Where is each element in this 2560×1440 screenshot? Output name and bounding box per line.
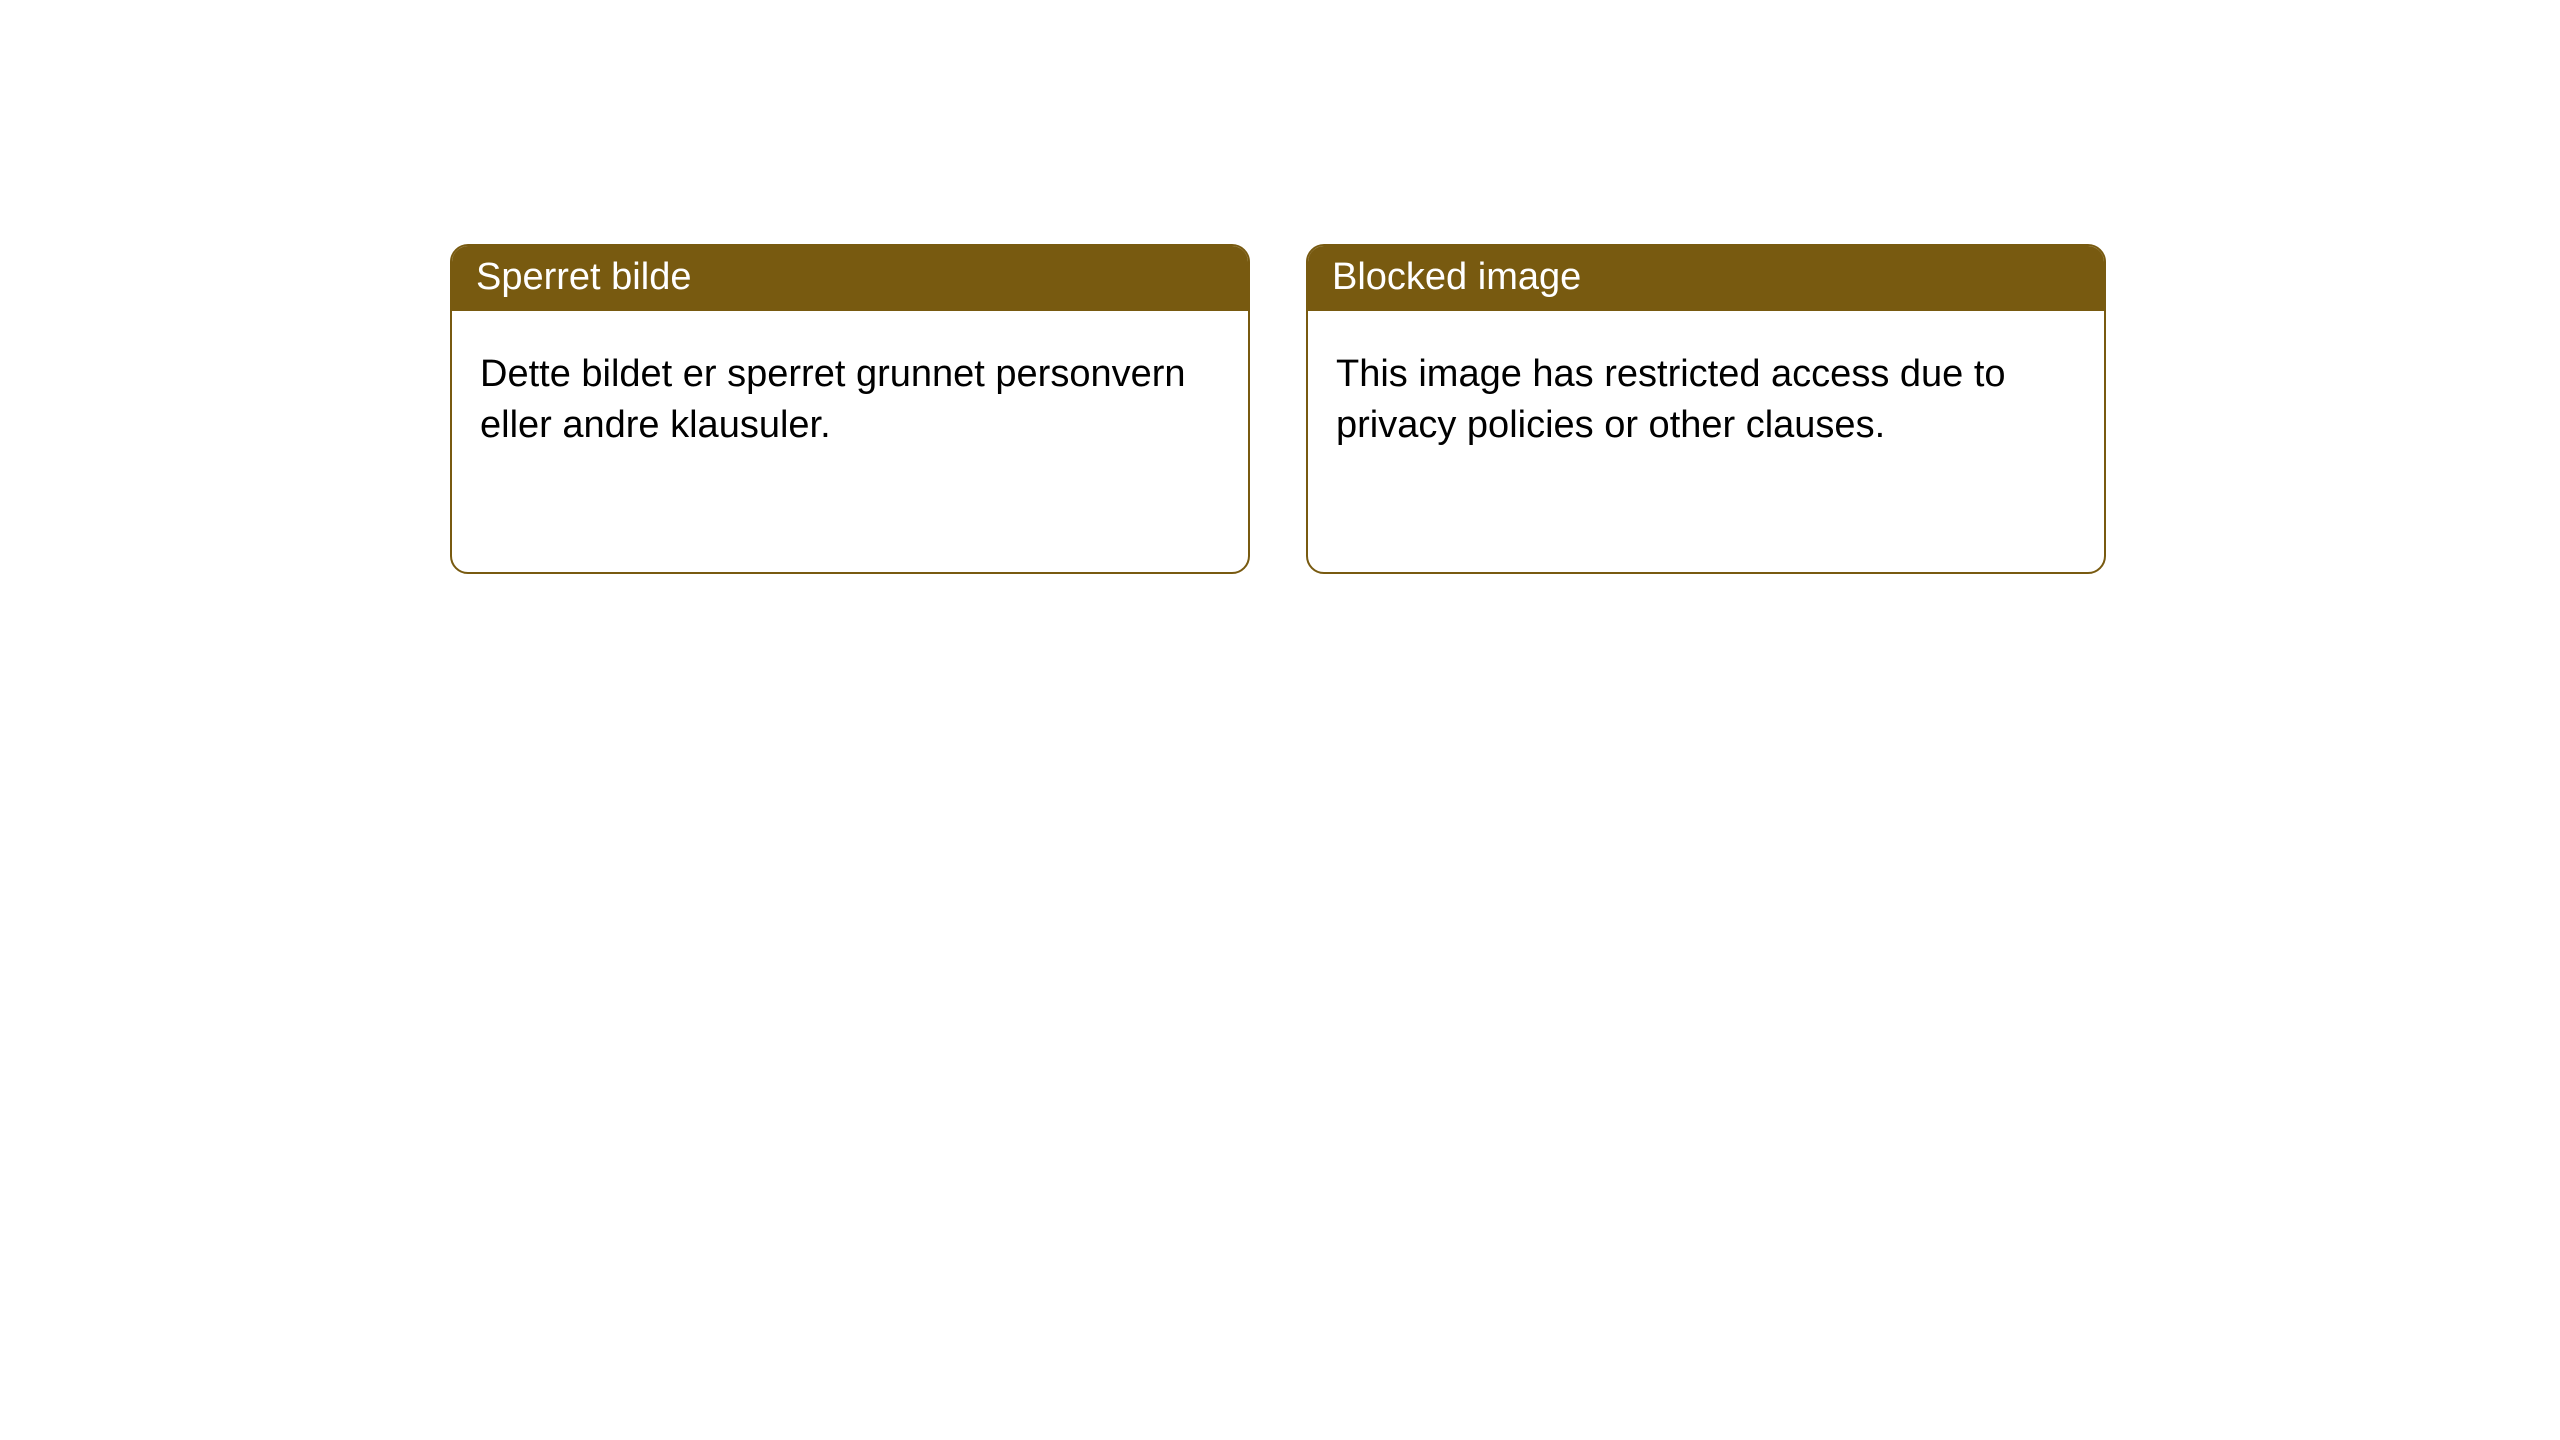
notice-body: Dette bildet er sperret grunnet personve… [452,311,1248,490]
notice-body: This image has restricted access due to … [1308,311,2104,490]
notice-container: Sperret bilde Dette bildet er sperret gr… [0,0,2560,574]
notice-title: Blocked image [1308,246,2104,311]
notice-title: Sperret bilde [452,246,1248,311]
notice-box-norwegian: Sperret bilde Dette bildet er sperret gr… [450,244,1250,574]
notice-box-english: Blocked image This image has restricted … [1306,244,2106,574]
